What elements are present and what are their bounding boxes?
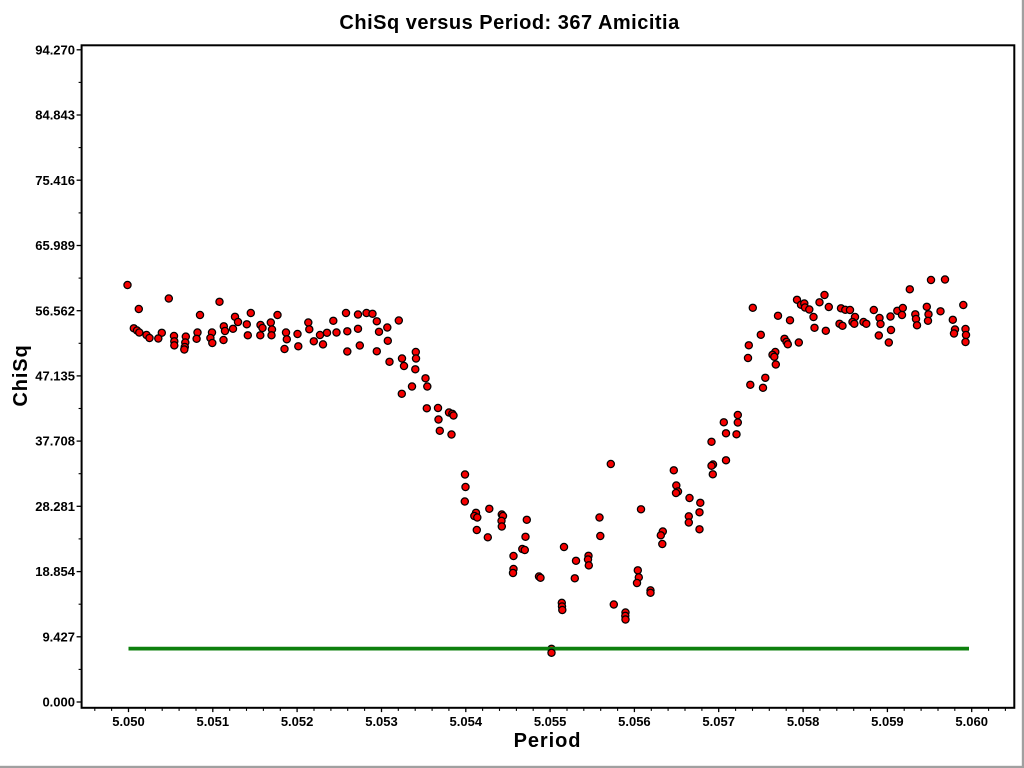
svg-text:94.270: 94.270 [35, 42, 75, 57]
svg-text:9.427: 9.427 [42, 629, 75, 644]
svg-text:0.000: 0.000 [42, 695, 75, 710]
svg-text:5.057: 5.057 [702, 714, 735, 729]
svg-text:5.060: 5.060 [955, 714, 988, 729]
svg-text:47.135: 47.135 [35, 369, 75, 384]
svg-text:ChiSq: ChiSq [10, 344, 32, 406]
svg-text:5.054: 5.054 [450, 714, 483, 729]
svg-text:5.050: 5.050 [112, 714, 145, 729]
svg-text:5.052: 5.052 [281, 714, 314, 729]
svg-text:5.056: 5.056 [618, 714, 651, 729]
svg-text:84.843: 84.843 [35, 108, 75, 123]
svg-text:65.989: 65.989 [35, 238, 75, 253]
svg-text:37.708: 37.708 [35, 434, 75, 449]
svg-text:56.562: 56.562 [35, 303, 75, 318]
svg-text:5.053: 5.053 [365, 714, 398, 729]
svg-text:ChiSq versus Period: 367 Amici: ChiSq versus Period: 367 Amicitia [339, 12, 680, 34]
svg-text:5.058: 5.058 [787, 714, 820, 729]
svg-text:18.854: 18.854 [35, 564, 76, 579]
svg-text:5.059: 5.059 [871, 714, 904, 729]
svg-text:5.051: 5.051 [197, 714, 230, 729]
svg-text:Period: Period [514, 730, 582, 752]
svg-text:28.281: 28.281 [35, 499, 75, 514]
svg-text:5.055: 5.055 [534, 714, 567, 729]
svg-text:75.416: 75.416 [35, 173, 75, 188]
